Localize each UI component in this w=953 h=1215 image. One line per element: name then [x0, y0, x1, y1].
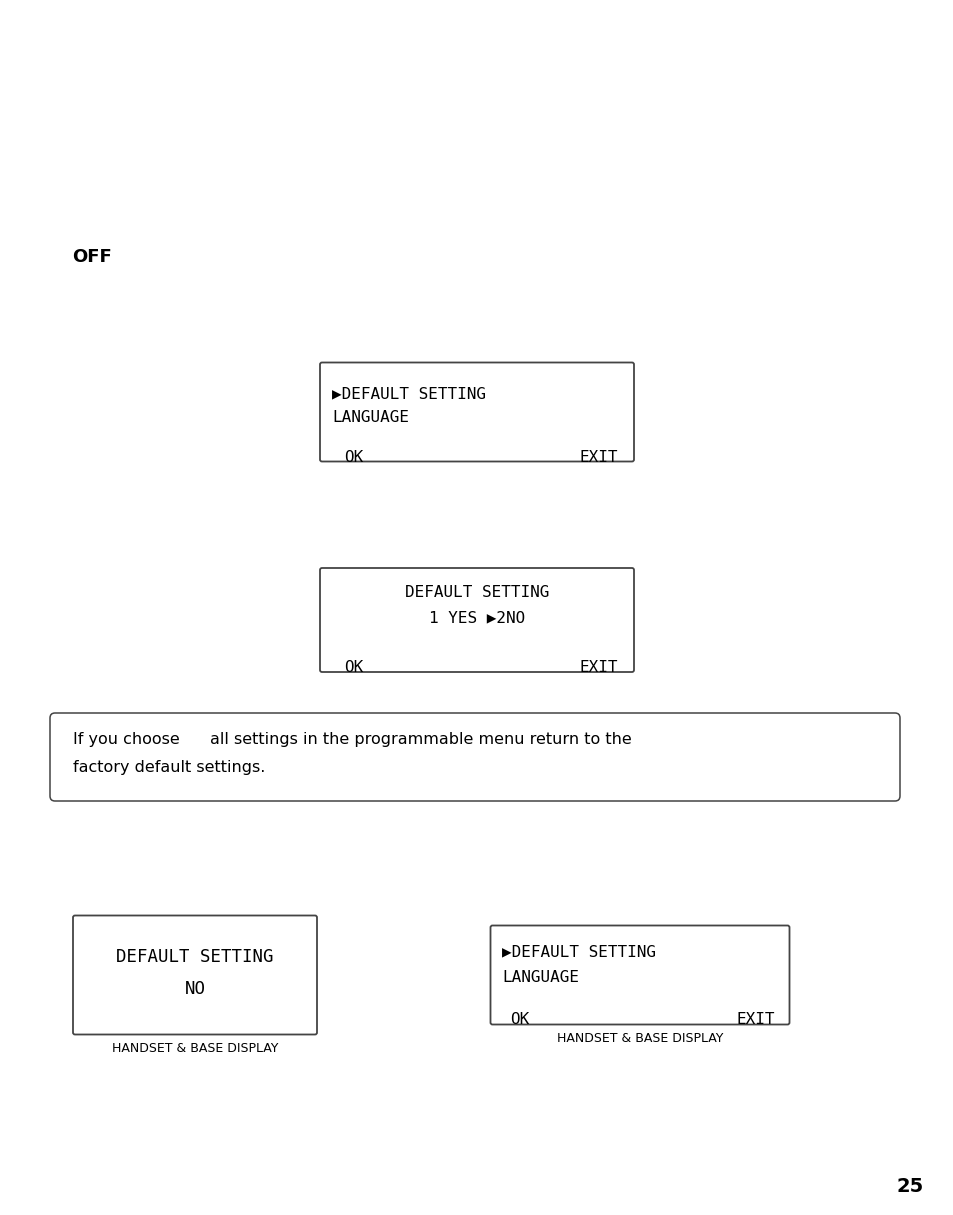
- Text: HANDSET & BASE DISPLAY: HANDSET & BASE DISPLAY: [112, 1042, 278, 1056]
- Text: OK: OK: [344, 660, 363, 676]
- Text: DEFAULT SETTING: DEFAULT SETTING: [404, 584, 549, 600]
- Text: OK: OK: [344, 450, 363, 464]
- Text: all settings in the programmable menu return to the: all settings in the programmable menu re…: [210, 731, 631, 747]
- Text: ▶DEFAULT SETTING: ▶DEFAULT SETTING: [332, 386, 485, 401]
- Text: LANGUAGE: LANGUAGE: [502, 970, 578, 984]
- FancyBboxPatch shape: [490, 926, 789, 1024]
- FancyBboxPatch shape: [319, 362, 634, 462]
- Text: 1 YES ▶2NO: 1 YES ▶2NO: [429, 610, 524, 625]
- Text: HANDSET & BASE DISPLAY: HANDSET & BASE DISPLAY: [557, 1033, 722, 1045]
- Text: DEFAULT SETTING: DEFAULT SETTING: [116, 948, 274, 966]
- Text: EXIT: EXIT: [578, 450, 618, 464]
- Text: LANGUAGE: LANGUAGE: [332, 411, 409, 425]
- Text: 25: 25: [896, 1177, 923, 1196]
- Text: ▶DEFAULT SETTING: ▶DEFAULT SETTING: [502, 944, 656, 960]
- Text: If you choose: If you choose: [73, 731, 179, 747]
- FancyBboxPatch shape: [319, 567, 634, 672]
- FancyBboxPatch shape: [73, 915, 316, 1034]
- FancyBboxPatch shape: [50, 713, 899, 801]
- Text: OFF: OFF: [71, 248, 112, 266]
- Text: factory default settings.: factory default settings.: [73, 761, 265, 775]
- Text: EXIT: EXIT: [578, 660, 618, 676]
- Text: OK: OK: [510, 1012, 529, 1028]
- Text: NO: NO: [184, 979, 205, 998]
- Text: EXIT: EXIT: [737, 1012, 775, 1028]
